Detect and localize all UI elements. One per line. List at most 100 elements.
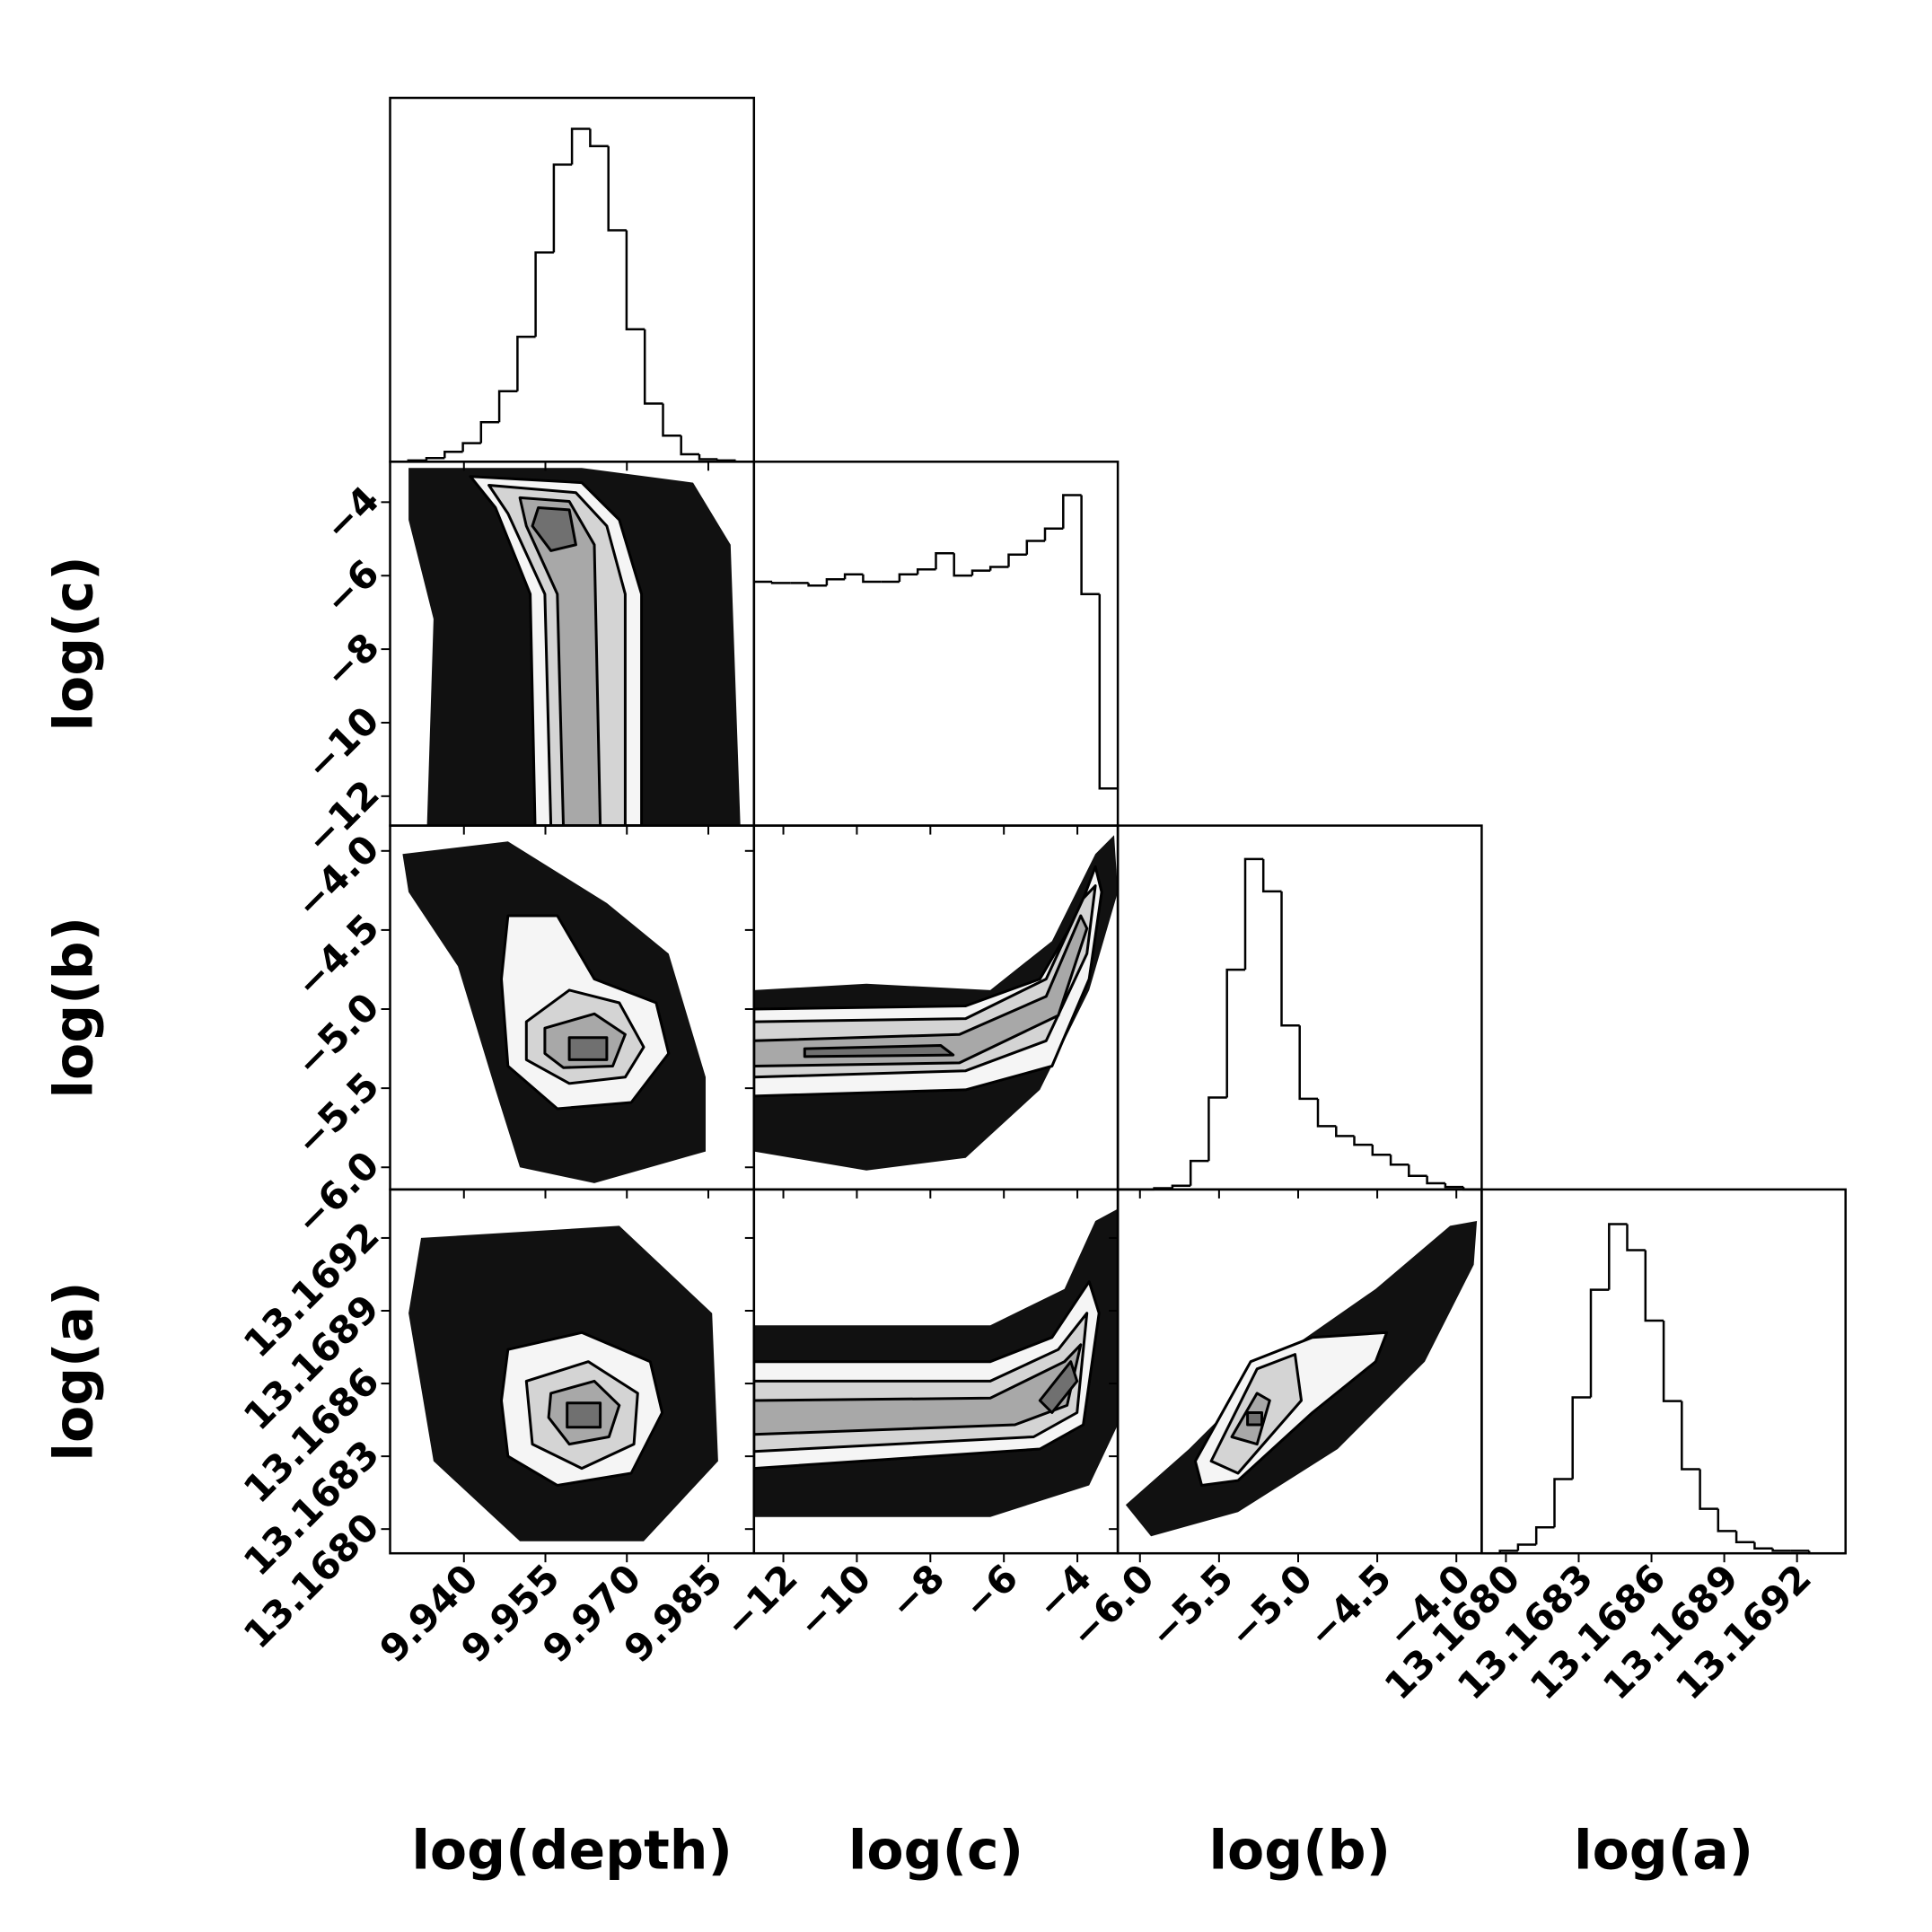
y-tick-label: −5.0 [287, 985, 388, 1085]
contour-group [1038, 1360, 1079, 1414]
hist-step [1589, 1288, 1610, 1398]
contour-group [567, 1036, 609, 1061]
hist-step [1189, 1159, 1209, 1186]
hist-step [970, 569, 991, 576]
hist-step [589, 128, 609, 148]
hist-step [1516, 1543, 1537, 1551]
contour [531, 506, 577, 552]
hist-step [1280, 891, 1300, 1027]
hist-step [425, 456, 445, 461]
x-axis-label: log(depth) [411, 1820, 733, 1883]
hist-step [1261, 858, 1282, 893]
hist-step [516, 335, 536, 391]
x-axis-label: log(b) [1208, 1820, 1391, 1883]
hist-step [752, 580, 773, 826]
contour [1246, 1411, 1263, 1427]
hist-step [1171, 1184, 1191, 1189]
contour [1038, 1360, 1079, 1414]
hist-step [716, 459, 736, 462]
panel-frame [1480, 1188, 1847, 1555]
hist-step [534, 251, 554, 338]
y-axis-label: log(a) [43, 1282, 106, 1462]
contour-group [753, 914, 1089, 1067]
hist-step [988, 566, 1009, 571]
y-tick-label: −10 [297, 698, 388, 789]
contour [566, 1401, 602, 1429]
x-axis-label: log(a) [1574, 1820, 1753, 1883]
panel-frame [1116, 824, 1483, 1191]
hist-step [770, 582, 791, 584]
hist-step [1043, 527, 1064, 541]
hist-step [807, 583, 827, 587]
y-tick-label: −8 [316, 625, 388, 697]
hist-step [1426, 1175, 1445, 1185]
hist-step [1699, 1469, 1718, 1510]
hist-step [1608, 1223, 1628, 1290]
hist-step [1098, 593, 1119, 790]
contour-group [1246, 1411, 1263, 1427]
hist-step [625, 230, 645, 331]
hist-step [1553, 1478, 1573, 1528]
hist-step [1007, 553, 1027, 567]
hist-step [552, 163, 573, 253]
hist-step [953, 553, 972, 577]
hist-step [1771, 1548, 1791, 1552]
hist-step [643, 329, 663, 405]
hist-step [1408, 1164, 1427, 1177]
hist-step [662, 403, 681, 437]
hist-step [825, 578, 846, 586]
hist-step [1335, 1126, 1355, 1137]
hist-step [1298, 1025, 1318, 1101]
hist-step [1371, 1145, 1392, 1156]
contour [753, 914, 1089, 1067]
hist-step [497, 390, 518, 423]
x-tick-label: −5.0 [1220, 1556, 1321, 1656]
hist-step [1681, 1401, 1700, 1471]
hist-step [1353, 1136, 1373, 1146]
contour-group [518, 496, 602, 826]
y-tick-label: −6 [316, 551, 388, 623]
hist-step [916, 567, 936, 575]
hist-step [607, 145, 627, 232]
hist-step [1389, 1155, 1409, 1166]
hist-step [1243, 857, 1264, 970]
hist-step [1571, 1396, 1591, 1480]
x-tick-label: −8 [881, 1556, 953, 1628]
y-tick-label: −5.5 [287, 1064, 388, 1164]
contour-group [803, 1044, 955, 1058]
hist-step [1734, 1531, 1755, 1544]
hist-step [1316, 1098, 1337, 1128]
contour [567, 1036, 609, 1061]
hist-step [461, 442, 481, 452]
hist-step [1534, 1526, 1555, 1545]
hist-step [862, 574, 882, 584]
hist-step [479, 420, 500, 443]
x-tick-label: −4.5 [1299, 1556, 1400, 1656]
y-tick-label: −4.5 [287, 905, 388, 1006]
x-tick-label: −6 [954, 1556, 1026, 1628]
y-axis-label: log(b) [43, 917, 106, 1099]
hist-step [680, 435, 699, 456]
hist-step [898, 573, 918, 582]
hist-step [1662, 1321, 1682, 1402]
hist-step [843, 573, 864, 580]
hist-step [1753, 1541, 1773, 1550]
y-axis-label: log(c) [43, 556, 106, 731]
hist-step [443, 451, 463, 459]
hist-step [1626, 1224, 1646, 1251]
contour [518, 496, 602, 826]
hist-step [935, 552, 954, 570]
x-axis-label: log(c) [848, 1820, 1023, 1883]
hist-step [1444, 1183, 1464, 1189]
hist-step [1080, 495, 1100, 596]
x-tick-label: −5.5 [1141, 1556, 1242, 1656]
hist-step [1208, 1096, 1227, 1162]
y-tick-label: −4 [316, 478, 388, 549]
contour-group [531, 506, 577, 552]
x-tick-label: −10 [789, 1556, 880, 1647]
hist-step [1025, 540, 1045, 555]
y-tick-label: −6.0 [287, 1143, 388, 1243]
hist-step [1062, 494, 1082, 529]
